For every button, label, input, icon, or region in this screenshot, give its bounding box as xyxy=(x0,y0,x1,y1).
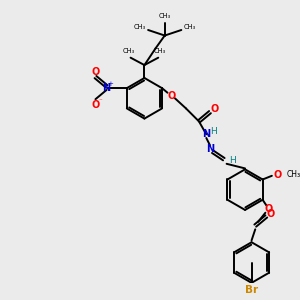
Text: H: H xyxy=(210,127,217,136)
Text: O: O xyxy=(273,170,281,180)
Text: N: N xyxy=(206,144,214,154)
Text: CH₃: CH₃ xyxy=(159,13,171,19)
Text: O: O xyxy=(211,104,219,114)
Text: O: O xyxy=(264,204,272,214)
Text: CH₃: CH₃ xyxy=(123,48,135,54)
Text: O: O xyxy=(267,208,275,219)
Text: N: N xyxy=(103,83,111,93)
Text: CH₃: CH₃ xyxy=(154,48,166,54)
Text: ⁻: ⁻ xyxy=(98,98,102,104)
Text: H: H xyxy=(229,156,236,165)
Text: O: O xyxy=(91,100,100,110)
Text: O: O xyxy=(167,91,176,100)
Text: N: N xyxy=(202,129,210,139)
Text: CH₃: CH₃ xyxy=(286,170,300,179)
Text: +: + xyxy=(107,81,113,87)
Text: O: O xyxy=(91,67,100,76)
Text: Br: Br xyxy=(245,285,258,295)
Text: CH₃: CH₃ xyxy=(184,24,196,30)
Text: CH₃: CH₃ xyxy=(133,24,145,30)
